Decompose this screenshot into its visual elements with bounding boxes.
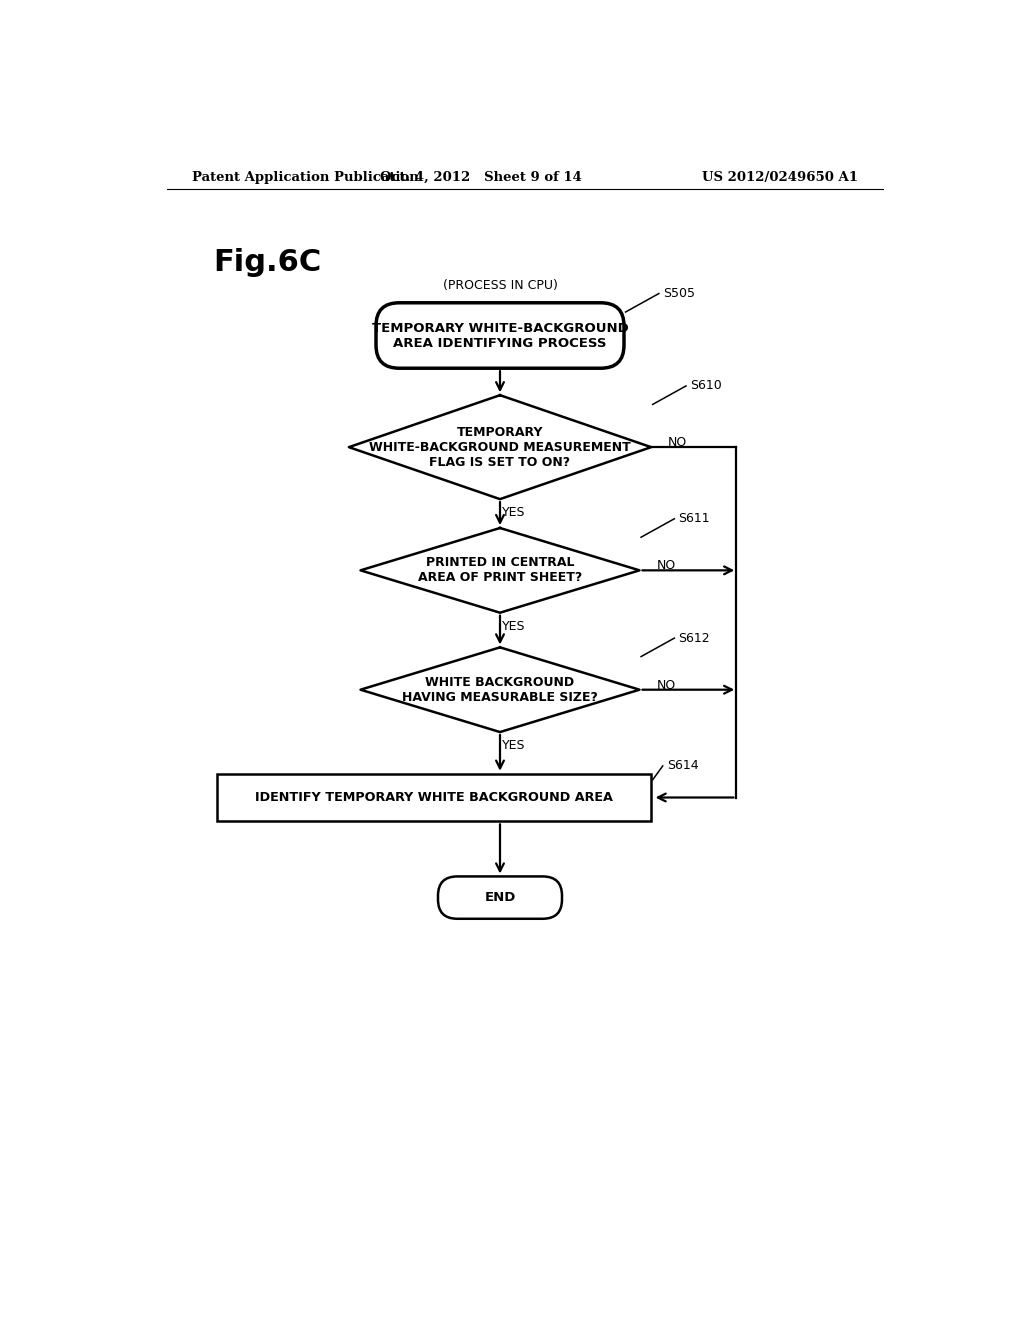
Text: NO: NO (669, 436, 687, 449)
Text: NO: NO (656, 678, 676, 692)
Text: Oct. 4, 2012   Sheet 9 of 14: Oct. 4, 2012 Sheet 9 of 14 (380, 172, 582, 185)
Text: US 2012/0249650 A1: US 2012/0249650 A1 (702, 172, 858, 185)
Text: NO: NO (656, 560, 676, 573)
Text: Fig.6C: Fig.6C (213, 248, 322, 277)
Text: (PROCESS IN CPU): (PROCESS IN CPU) (442, 280, 557, 292)
Text: PRINTED IN CENTRAL
AREA OF PRINT SHEET?: PRINTED IN CENTRAL AREA OF PRINT SHEET? (418, 556, 582, 585)
Bar (217, 774, 651, 821)
Text: S611: S611 (678, 512, 710, 525)
Text: S610: S610 (690, 379, 722, 392)
FancyBboxPatch shape (376, 302, 624, 368)
Text: TEMPORARY
WHITE-BACKGROUND MEASUREMENT
FLAG IS SET TO ON?: TEMPORARY WHITE-BACKGROUND MEASUREMENT F… (369, 425, 631, 469)
Text: IDENTIFY TEMPORARY WHITE BACKGROUND AREA: IDENTIFY TEMPORARY WHITE BACKGROUND AREA (255, 791, 613, 804)
Text: WHITE BACKGROUND
HAVING MEASURABLE SIZE?: WHITE BACKGROUND HAVING MEASURABLE SIZE? (402, 676, 598, 704)
Text: S612: S612 (678, 631, 710, 644)
FancyBboxPatch shape (438, 876, 562, 919)
Text: TEMPORARY WHITE-BACKGROUND
AREA IDENTIFYING PROCESS: TEMPORARY WHITE-BACKGROUND AREA IDENTIFY… (372, 322, 629, 350)
Text: S614: S614 (667, 759, 698, 772)
Text: Patent Application Publication: Patent Application Publication (191, 172, 418, 185)
Text: YES: YES (502, 507, 525, 520)
Text: S505: S505 (663, 286, 694, 300)
Text: YES: YES (502, 739, 525, 752)
Text: END: END (484, 891, 516, 904)
Text: YES: YES (502, 620, 525, 634)
